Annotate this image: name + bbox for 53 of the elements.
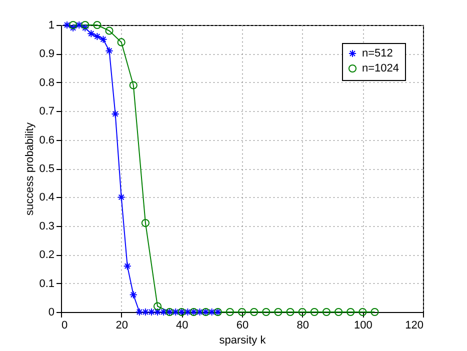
point [117,38,126,46]
point [117,193,126,202]
point [262,308,270,316]
point [111,110,120,118]
point [123,262,132,270]
y-tick-label: 0.3 [39,220,54,232]
point [226,308,234,316]
point [105,46,114,55]
x-tick-label: 0 [62,320,68,332]
point [334,308,343,316]
point [286,308,294,316]
point [93,20,102,30]
x-tick-label: 20 [116,320,128,332]
point [69,20,78,30]
point [153,302,162,310]
point [238,308,246,316]
y-axis-title: success probability [24,122,36,216]
point [358,308,367,316]
point [274,308,282,316]
legend-label: n=512 [362,48,393,60]
y-tick-label: 0.6 [39,134,54,146]
y-tick-label: 0.9 [39,48,54,60]
point [322,308,331,316]
legend-label: n=1024 [362,62,400,74]
y-tick-label: 0.7 [39,106,54,118]
y-tick-label: 0.2 [39,249,54,262]
y-tick-label: 0.1 [39,278,54,290]
point [298,308,306,316]
point [370,308,379,316]
y-tick-label: 0.4 [39,192,54,204]
x-tick-label: 80 [296,320,309,332]
point [310,308,318,316]
y-tick-label: 0 [48,306,54,318]
x-tick-label: 100 [354,320,372,332]
point [62,20,72,30]
point [129,81,138,90]
point [250,308,258,316]
y-tick-label: 1 [48,20,54,32]
point [141,219,150,228]
x-axis-title: sparsity k [219,334,266,346]
point [93,32,102,41]
point [87,30,96,38]
x-tick-label: 60 [236,320,249,332]
point [105,26,114,35]
x-tick-label: 120 [405,320,424,332]
x-tick-label: 40 [176,320,188,332]
point [99,35,108,44]
point [81,24,90,32]
point [81,20,90,30]
y-tick-label: 0.5 [39,163,54,175]
point [346,308,355,316]
y-tick-label: 0.8 [39,76,54,89]
point [129,290,138,299]
